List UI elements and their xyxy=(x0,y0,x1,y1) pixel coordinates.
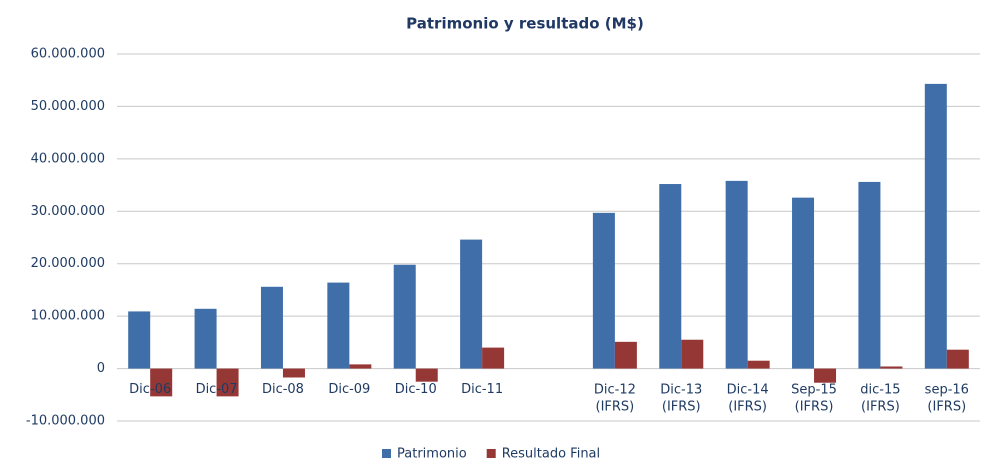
bar xyxy=(880,366,903,369)
bar xyxy=(482,347,505,369)
bar xyxy=(814,368,837,383)
x-tick-label: dic-15 (IFRS) xyxy=(860,382,900,414)
bar xyxy=(725,180,748,369)
bar xyxy=(747,360,770,369)
bar xyxy=(614,341,637,369)
bar xyxy=(924,83,947,369)
bar xyxy=(327,282,350,369)
x-tick-label: Dic-12 (IFRS) xyxy=(594,382,636,414)
bar xyxy=(592,212,615,369)
chart-title: Patrimonio y resultado (M$) xyxy=(406,15,644,33)
bar xyxy=(858,181,881,369)
bar xyxy=(194,308,217,369)
y-tick-label: 50.000.000 xyxy=(31,99,105,114)
bar xyxy=(659,184,682,369)
bar xyxy=(282,368,305,378)
x-tick-label: Dic-13 (IFRS) xyxy=(660,382,702,414)
x-tick-label: Dic-11 xyxy=(461,382,503,397)
y-tick-label: 30.000.000 xyxy=(31,204,105,219)
bar xyxy=(150,368,173,397)
y-tick-label: 60.000.000 xyxy=(31,47,105,62)
y-tick-label: 0 xyxy=(97,361,105,376)
x-tick-label: Dic-09 xyxy=(328,382,370,397)
bar xyxy=(128,311,151,369)
legend-swatch xyxy=(486,449,496,458)
bar xyxy=(349,364,372,369)
legend-swatch xyxy=(382,449,391,458)
x-tick-label: Dic-06 xyxy=(129,382,171,397)
x-tick-label: Sep-15 (IFRS) xyxy=(791,382,837,414)
y-tick-label: 20.000.000 xyxy=(31,256,105,271)
legend-label: Resultado Final xyxy=(502,447,600,459)
legend-label: Patrimonio xyxy=(397,447,467,459)
bar xyxy=(216,368,239,397)
x-tick-label: sep-16 (IFRS) xyxy=(925,382,969,414)
y-tick-label: -10.000.000 xyxy=(26,414,105,429)
y-tick-label: 40.000.000 xyxy=(31,151,105,166)
y-tick-label: 10.000.000 xyxy=(31,309,105,324)
bar xyxy=(792,197,815,369)
x-tick-label: Dic-10 xyxy=(395,382,437,397)
bar xyxy=(393,264,416,369)
bar xyxy=(946,349,969,369)
bar xyxy=(460,239,483,369)
bar xyxy=(260,286,283,369)
bar xyxy=(681,339,704,369)
bar xyxy=(415,368,438,382)
x-tick-label: Dic-08 xyxy=(262,382,304,397)
x-tick-label: Dic-07 xyxy=(196,382,238,397)
x-tick-label: Dic-14 (IFRS) xyxy=(727,382,769,414)
